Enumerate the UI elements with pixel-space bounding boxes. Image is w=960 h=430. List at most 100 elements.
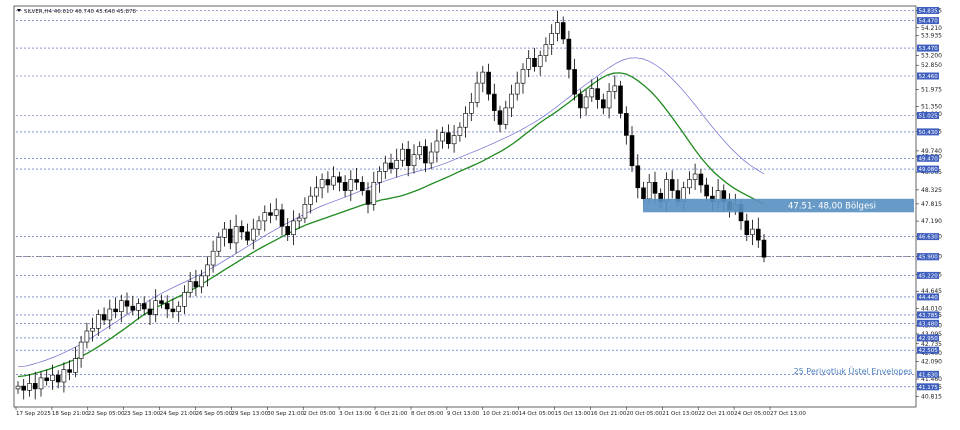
candle-body-84: [497, 110, 503, 125]
candle-body-38: [233, 226, 239, 244]
level-tag-label-1: 54.470: [919, 19, 939, 25]
candle-body-12: [84, 330, 90, 343]
zone-box: [643, 198, 914, 213]
candle-body-108: [635, 165, 641, 189]
time-tick-label-1: 18 Sep 21:00: [52, 411, 89, 417]
level-tag-label-16: 41.630: [919, 372, 939, 378]
candle-body-9: [67, 369, 72, 373]
candle-body-37: [228, 228, 233, 244]
time-tick-label-17: 20 Oct 05:00: [626, 411, 662, 417]
candle-body-86: [509, 93, 514, 109]
candle-body-111: [652, 182, 658, 194]
candle-body-77: [457, 126, 463, 136]
candle-body-24: [153, 300, 158, 315]
time-tick-label-9: 3 Oct 13:00: [339, 411, 372, 417]
candle-body-64: [382, 162, 388, 172]
candle-body-52: [314, 187, 319, 197]
candle-body-70: [417, 146, 423, 156]
candle-body-68: [405, 148, 411, 166]
candle-body-1: [21, 385, 27, 391]
level-tag-label-3: 52.460: [919, 74, 939, 80]
level-tag-bg-1: [917, 17, 939, 25]
candle-body-40: [245, 231, 250, 241]
candle-body-23: [147, 308, 153, 315]
candle-body-11: [78, 341, 84, 359]
current-price-tag-label: 45.900: [919, 255, 939, 261]
price-tick-label-3: 53.200: [921, 53, 942, 60]
candle-body-76: [451, 135, 457, 145]
price-tick-label-12: 48.325: [921, 187, 942, 194]
time-tick-label-5: 26 Sep 05:00: [196, 411, 233, 417]
candle-body-7: [55, 374, 61, 383]
level-tag-label-8: 46.630: [919, 235, 939, 241]
candle-body-98: [578, 93, 583, 109]
candle-body-97: [572, 69, 577, 95]
price-tick-label-1: 54.210: [921, 25, 942, 32]
price-tick-label-26: 41.460: [921, 376, 942, 383]
level-tag-label-15: 42.505: [919, 348, 939, 354]
candle-body-104: [612, 85, 618, 92]
candle-body-128: [750, 228, 755, 235]
level-tag-label-7: 49.080: [919, 167, 939, 173]
candle-body-81: [480, 71, 486, 84]
time-tick-label-19: 22 Oct 21:00: [698, 411, 734, 417]
price-tick-label-25: 42.090: [921, 359, 942, 366]
candle-body-36: [222, 228, 227, 238]
candle-body-127: [744, 220, 750, 235]
candle-body-29: [182, 292, 187, 307]
price-tick-label-28: 40.815: [921, 394, 942, 401]
time-tick-label-7: 30 Sep 21:00: [267, 411, 304, 417]
candle-body-26: [164, 303, 170, 310]
candle-body-63: [377, 171, 382, 183]
candle-body-50: [302, 204, 308, 219]
candle-body-78: [463, 113, 468, 128]
candle-body-69: [411, 154, 417, 166]
candle-body-28: [176, 305, 181, 313]
level-tag-bg-13: [917, 319, 939, 327]
candle-body-4: [38, 377, 44, 390]
time-tick-label-8: 2 Oct 05:00: [303, 411, 336, 417]
candle-body-94: [555, 22, 560, 34]
candle-body-90: [532, 57, 537, 67]
candle-body-92: [543, 44, 549, 56]
candle-body-19: [124, 300, 130, 307]
candle-body-3: [32, 383, 38, 390]
candle-body-34: [210, 250, 216, 266]
level-tag-bg-7: [917, 165, 939, 173]
candle-body-107: [629, 135, 635, 167]
ema-envelope-lower: [17, 72, 765, 378]
price-tick-label-11: 48.965: [921, 169, 942, 176]
candle-body-16: [107, 308, 113, 321]
candle-body-109: [641, 187, 646, 200]
candle-body-17: [113, 308, 118, 313]
envelope-label: 25 Periyotluk Üstel Envelopes: [794, 366, 913, 376]
level-tag-label-13: 43.480: [919, 321, 939, 327]
candle-body-99: [583, 96, 589, 109]
candle-body-119: [698, 173, 704, 186]
candle-body-31: [193, 281, 199, 288]
candle-body-105: [618, 85, 623, 114]
candle-body-45: [273, 209, 279, 216]
level-tag-bg-17: [917, 383, 939, 391]
candle-body-25: [159, 300, 164, 304]
candle-body-95: [560, 22, 566, 40]
level-tag-label-0: 54.835: [919, 9, 939, 15]
candle-body-71: [423, 146, 428, 164]
level-tag-label-12: 43.785: [919, 313, 939, 319]
candle-body-73: [434, 140, 440, 153]
time-tick-label-10: 6 Oct 21:00: [375, 411, 408, 417]
candle-body-14: [96, 314, 101, 329]
dropdown-triangle-icon[interactable]: [17, 9, 21, 12]
candle-body-41: [251, 228, 256, 241]
time-tick-label-21: 27 Oct 13:00: [770, 411, 806, 417]
candle-body-35: [216, 237, 222, 252]
candle-body-89: [526, 57, 532, 70]
time-tick-label-20: 24 Oct 05:00: [734, 411, 770, 417]
time-tick-label-13: 10 Oct 21:00: [483, 411, 519, 417]
candle-body-54: [325, 179, 331, 186]
candle-body-44: [268, 212, 273, 216]
price-tick-label-4: 52.850: [921, 62, 942, 69]
candle-body-42: [256, 220, 262, 230]
